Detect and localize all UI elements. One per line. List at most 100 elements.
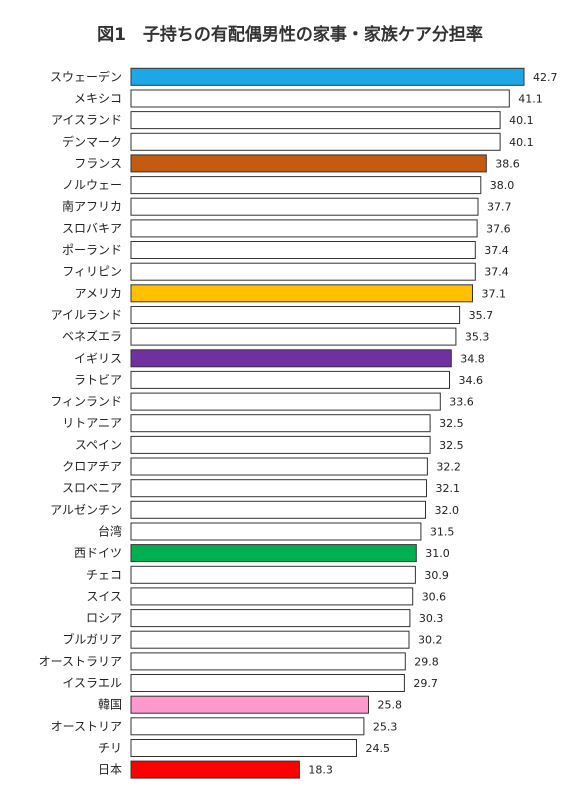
category-label-7: スロバキア [62,221,122,235]
bar-18 [130,457,428,476]
category-label-10: アメリカ [75,286,122,300]
category-label-26: ブルガリア [62,632,122,647]
category-label-22: 西ドイツ [74,546,122,560]
value-label-14: 34.6 [459,374,484,387]
value-label-23: 30.9 [424,569,449,582]
bar-4 [130,154,487,173]
bar-23 [130,565,416,584]
bar-2 [130,111,501,130]
category-label-11: アイルランド [51,308,122,322]
bar-12 [130,327,457,346]
bar-11 [130,306,461,324]
category-label-15: フィンランド [50,395,122,409]
category-label-3: デンマーク [62,134,122,149]
bar-32 [130,760,300,779]
bar-10 [130,284,473,303]
value-label-25: 30.3 [419,612,444,625]
value-label-10: 37.1 [482,287,507,300]
category-label-2: アイスランド [51,113,122,127]
value-label-15: 33.6 [449,396,474,409]
value-label-19: 32.1 [436,482,461,495]
bar-21 [130,522,422,541]
bar-29 [130,695,369,714]
category-label-29: 韓国 [98,698,122,712]
value-label-12: 35.3 [465,331,490,344]
value-label-2: 40.1 [509,114,533,127]
category-label-13: イギリス [74,351,122,365]
bar-8 [130,241,476,259]
category-label-4: フランス [74,156,122,170]
bar-7 [130,219,478,238]
category-label-25: ロシア [86,611,122,625]
bar-20 [130,500,426,519]
category-label-16: リトアニア [62,416,122,430]
value-label-8: 37.4 [484,244,509,257]
value-label-16: 32.5 [439,417,464,430]
bar-group: スウェーデン 42.7 メキシコ 41.1 アイスランド 40.1 デンマーク 40.1 フラン… [39,67,558,779]
category-label-17: スペイン [75,438,122,452]
chart-title: 図1 子持ちの有配偶男性の家事・家族ケア分担率 [97,24,483,45]
value-label-11: 35.7 [469,309,494,322]
bar-17 [130,435,431,454]
value-label-1: 41.1 [518,93,543,106]
bar-1 [130,89,510,108]
bar-31 [130,739,357,757]
value-label-6: 37.7 [487,201,512,214]
value-label-7: 37.6 [486,222,511,235]
value-label-28: 29.7 [413,677,438,690]
category-label-20: アルゼンチン [50,503,122,517]
bar-13 [130,349,452,368]
category-label-23: チェコ [86,568,122,582]
bar-5 [130,176,482,195]
category-label-31: チリ [98,741,122,755]
bar-25 [130,609,411,628]
value-label-0: 42.7 [533,71,558,84]
bar-14 [130,370,450,389]
value-label-22: 31.0 [425,547,450,560]
value-label-5: 38.0 [490,179,515,192]
bar-0 [130,67,525,86]
category-label-6: 南アフリカ [62,199,122,214]
bar-22 [130,544,417,563]
category-label-9: フィリピン [62,265,122,279]
value-label-30: 25.3 [373,720,398,733]
value-label-21: 31.5 [430,526,455,539]
bar-15 [130,392,441,411]
value-label-27: 29.8 [414,655,439,668]
bar-3 [130,132,501,151]
value-label-9: 37.4 [484,266,509,279]
value-label-24: 30.6 [422,590,447,603]
bar-28 [130,674,405,692]
bar-19 [130,479,427,498]
value-label-31: 24.5 [366,742,391,755]
category-label-24: スイス [86,589,122,603]
value-label-26: 30.2 [418,634,443,647]
bar-27 [130,652,406,671]
category-label-14: ラトビア [74,373,122,387]
bar-6 [130,197,479,216]
category-label-27: オーストラリア [39,654,122,668]
category-label-0: スウェーデン [50,69,122,84]
category-label-28: イスラエル [62,676,122,690]
value-label-13: 34.8 [460,352,485,365]
category-label-19: スロベニア [62,481,122,495]
bar-26 [130,630,410,649]
category-label-1: メキシコ [74,92,122,106]
value-label-20: 32.0 [435,504,460,517]
value-label-17: 32.5 [439,439,464,452]
bar-24 [130,587,414,606]
category-label-32: 日本 [98,763,122,777]
category-label-18: クロアチア [62,460,122,474]
category-label-5: ノルウェー [62,178,122,192]
category-label-30: オーストリア [51,719,122,733]
bar-30 [130,717,365,736]
value-label-18: 32.2 [436,461,461,474]
value-label-32: 18.3 [308,764,333,777]
category-label-12: ベネズエラ [62,329,122,344]
bar-9 [130,262,476,281]
category-label-8: ポーランド [62,243,122,257]
category-label-21: 台湾 [98,524,122,539]
bar-16 [130,414,431,433]
value-label-4: 38.6 [495,157,520,170]
